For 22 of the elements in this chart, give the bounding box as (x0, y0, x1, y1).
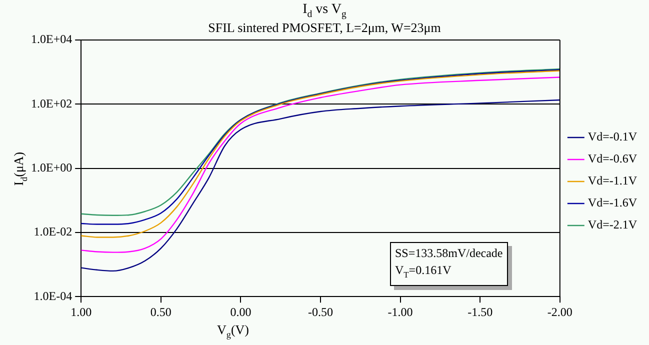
y-tick-label: 1.0E+00 (30, 160, 72, 174)
legend-label: Vd=-0.1V (588, 130, 638, 144)
chart-subtitle: SFIL sintered PMOSFET, L=2μm, W=23μm (208, 20, 441, 35)
chart-title: I$_{d}$ vs V$_{g}$ (302, 2, 348, 20)
x-tick-label: -2.00 (547, 304, 572, 319)
legend-label: Vd=-2.1V (588, 218, 638, 232)
y-tick-label: 1.0E+02 (30, 96, 72, 110)
x-tick-label: 0.50 (150, 304, 172, 319)
legend-label: Vd=-0.6V (588, 152, 638, 166)
x-tick-label: -1.50 (468, 304, 493, 319)
legend-label: Vd=-1.6V (588, 196, 638, 210)
legend-label: Vd=-1.1V (588, 174, 638, 188)
annotation: SS=133.58mV/decade (395, 246, 503, 260)
x-axis-title: V$_{g}$(V) (216, 322, 250, 340)
y-tick-label: 1.0E+04 (30, 32, 72, 46)
x-tick-label: 0.00 (230, 304, 252, 319)
y-tick-label: 1.0E-04 (34, 288, 72, 303)
x-tick-label: -1.00 (388, 304, 413, 319)
x-tick-label: 1.00 (70, 304, 92, 319)
y-tick-label: 1.0E-02 (34, 224, 72, 239)
x-tick-label: -0.50 (308, 304, 333, 319)
annotation: V$_{T}$=0.161V (395, 263, 452, 280)
